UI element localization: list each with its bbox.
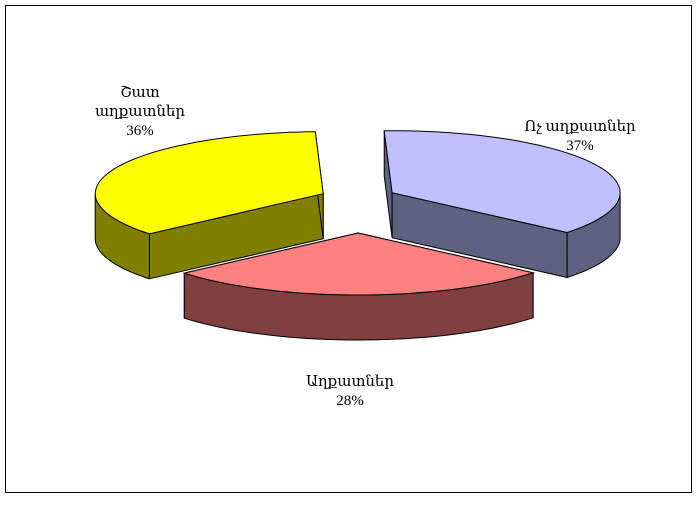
data-label: Աղքատներ 28% — [280, 373, 420, 411]
slice-top — [94, 131, 324, 235]
category-label: Աղքատներ — [305, 374, 394, 390]
value-label: 37% — [566, 138, 594, 154]
slice-top — [383, 130, 621, 234]
value-label: 28% — [336, 393, 364, 409]
slice-top — [182, 232, 536, 296]
data-label: Ոչ աղքատներ 37% — [510, 118, 650, 156]
category-label: Շատ աղքատներ — [94, 85, 186, 120]
chart-frame — [5, 5, 692, 493]
data-label: Շատ աղքատներ 36% — [90, 84, 190, 141]
value-label: 36% — [126, 123, 154, 139]
category-label: Ոչ աղքատներ — [524, 119, 636, 135]
